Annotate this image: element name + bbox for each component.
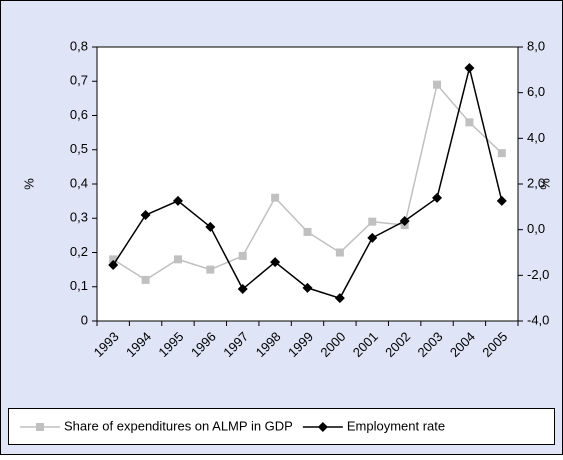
series-marker xyxy=(367,232,378,243)
y-axis-label: % xyxy=(21,178,36,190)
y-tick-label: 0,5 xyxy=(70,141,88,156)
legend-marker xyxy=(317,422,328,432)
series-marker xyxy=(464,63,475,74)
series-marker xyxy=(173,255,182,264)
y2-axis-label: % xyxy=(537,178,552,190)
y-tick-label: 0,1 xyxy=(70,278,88,293)
series-marker xyxy=(172,195,183,206)
y-tick-label: 0,2 xyxy=(70,244,88,259)
series-marker xyxy=(238,251,247,260)
series-marker xyxy=(237,284,248,295)
series-marker xyxy=(270,257,281,268)
series-marker xyxy=(206,265,215,274)
y-tick-label: 0 xyxy=(81,312,88,327)
series-marker xyxy=(205,221,216,232)
y2-tick-label: 2,0 xyxy=(527,175,545,190)
legend-marker xyxy=(36,423,44,431)
series-marker xyxy=(303,227,312,236)
y2-tick-label: 8,0 xyxy=(527,38,545,53)
series-marker xyxy=(497,149,506,158)
legend xyxy=(8,408,555,445)
series-marker xyxy=(465,118,474,127)
y2-tick-label: 0,0 xyxy=(527,221,545,236)
series-marker xyxy=(433,80,442,89)
y-tick-label: 0,7 xyxy=(70,73,88,88)
series-marker xyxy=(432,192,443,203)
series-marker xyxy=(271,193,280,202)
legend-label: Share of expenditures on ALMP in GDP xyxy=(64,418,293,433)
series-marker xyxy=(334,293,345,304)
y-tick-label: 0,4 xyxy=(70,175,88,190)
plot-area xyxy=(97,47,518,321)
series-marker xyxy=(335,248,344,257)
series-marker xyxy=(141,275,150,284)
series-marker xyxy=(109,255,118,264)
series-marker xyxy=(302,282,313,293)
y-tick-label: 0,3 xyxy=(70,210,88,225)
series-marker xyxy=(399,215,410,226)
y-tick-label: 0,8 xyxy=(70,38,88,53)
series-marker xyxy=(140,210,151,221)
y2-tick-label: 6,0 xyxy=(527,84,545,99)
series-marker xyxy=(368,217,377,226)
series-marker xyxy=(108,260,119,271)
y-tick-label: 0,6 xyxy=(70,107,88,122)
y2-tick-label: 4,0 xyxy=(527,130,545,145)
series-marker xyxy=(496,195,507,206)
y2-tick-label: -4,0 xyxy=(527,312,549,327)
y2-tick-label: -2,0 xyxy=(527,267,549,282)
legend-label: Employment rate xyxy=(347,418,445,433)
